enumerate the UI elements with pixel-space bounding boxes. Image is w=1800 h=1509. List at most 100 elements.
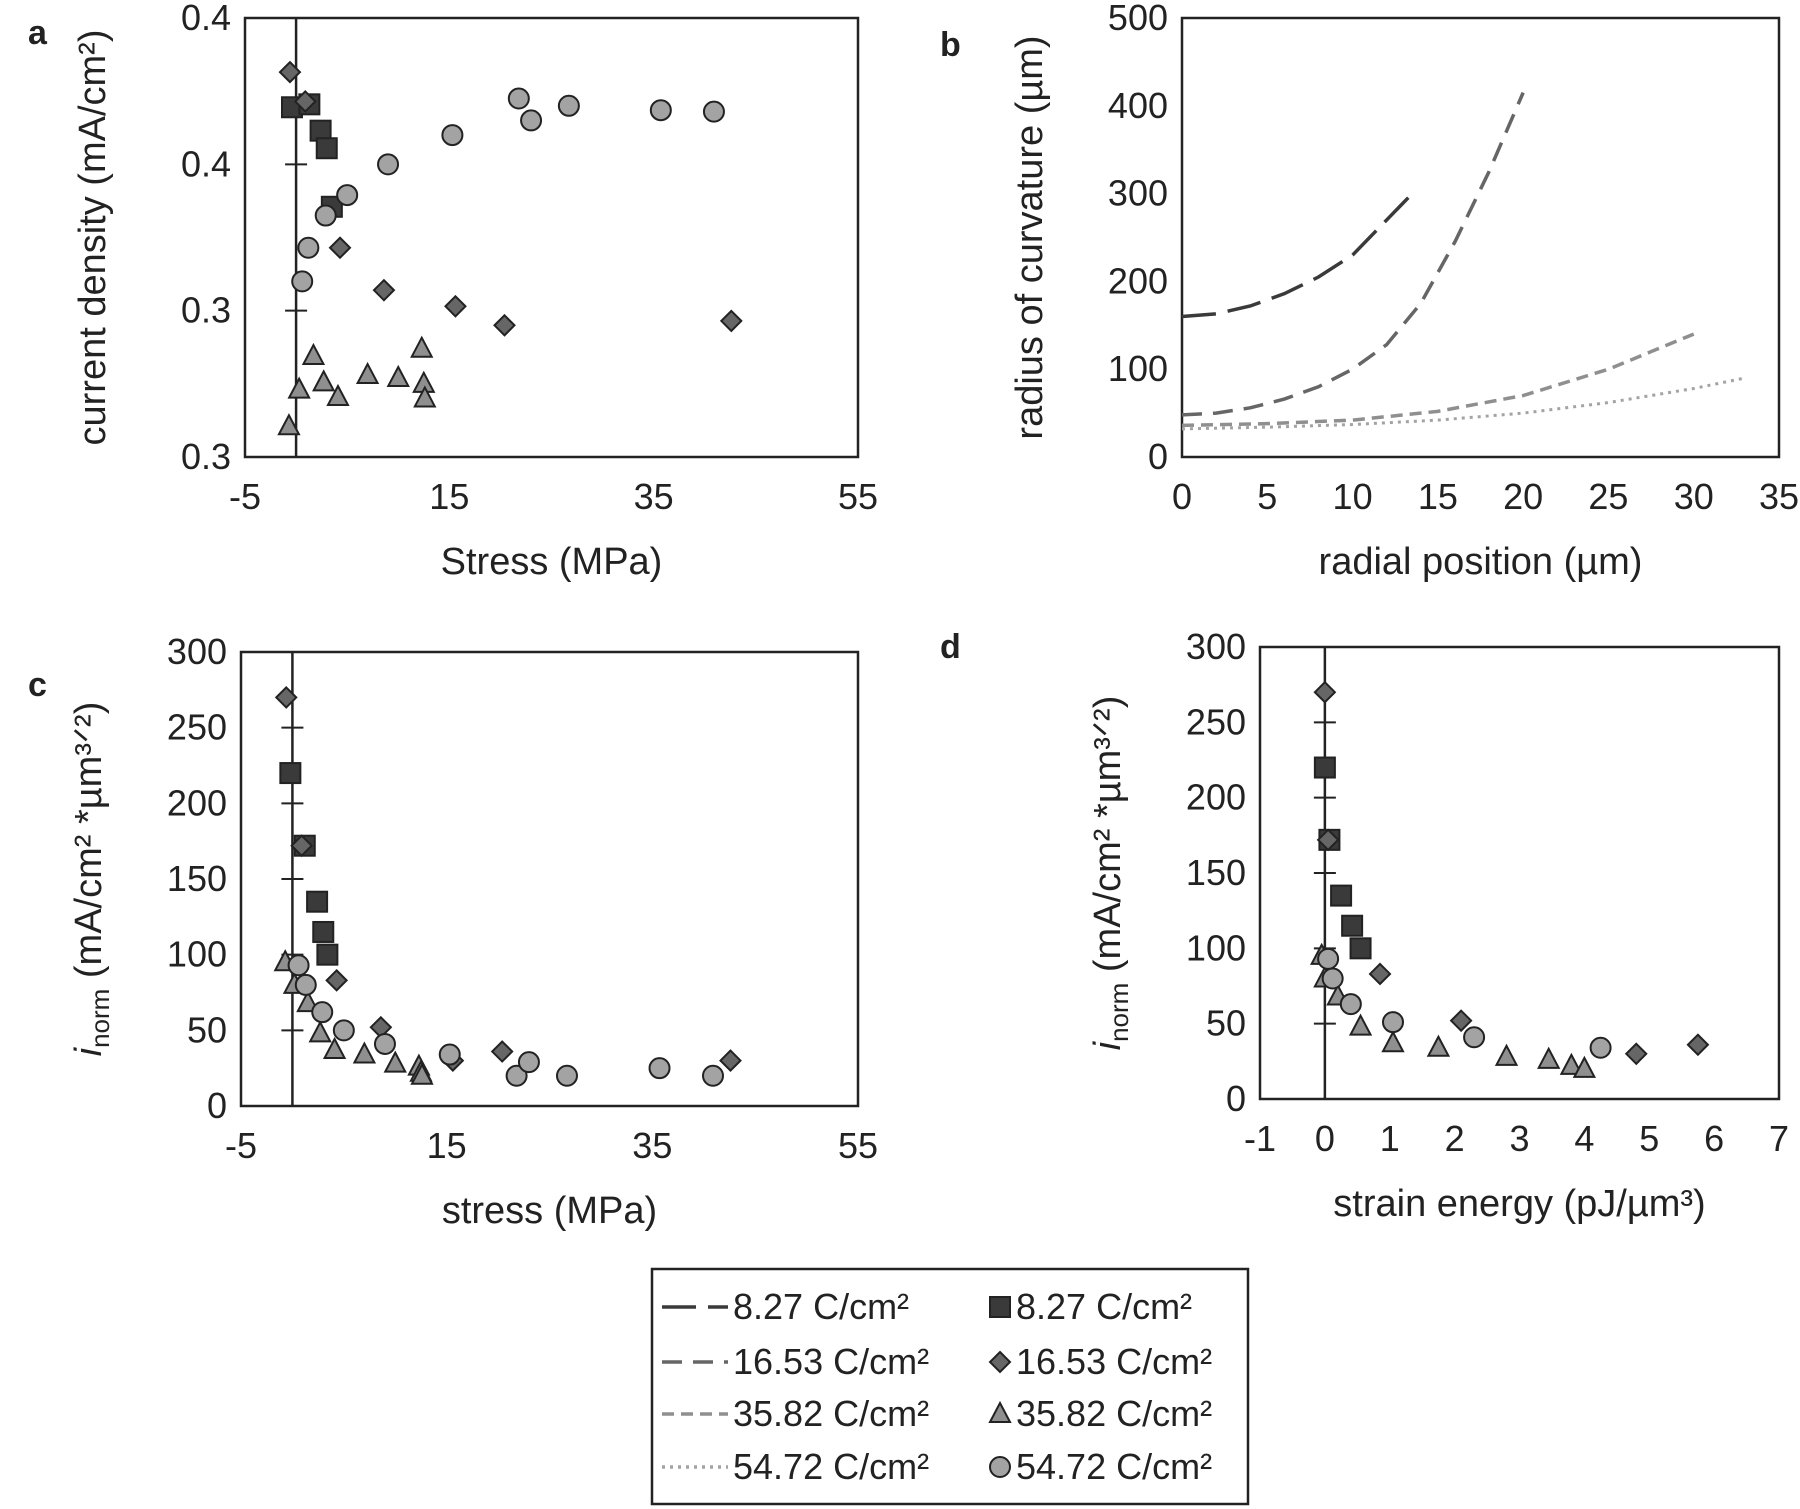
y-tick-label: 50 (187, 1009, 227, 1050)
data-point (1624, 1042, 1648, 1066)
data-point (649, 99, 672, 122)
data-point (290, 834, 314, 858)
x-tick-label: 55 (838, 476, 878, 517)
y-tick-label: 200 (1108, 260, 1168, 301)
y-tick-label: 200 (1186, 777, 1246, 818)
y-axis-label-units: (mA/cm² *µm³ᐟ²) (1087, 696, 1129, 983)
x-tick-label: 15 (429, 476, 469, 517)
x-axis-label: radial position (µm) (1319, 541, 1643, 583)
data-point (377, 153, 400, 176)
data-point (325, 968, 349, 992)
x-tick-label: 30 (1674, 476, 1714, 517)
panel-b: b 0 100 200 300 400 500 0 5 10 15 20 25 30 35 radial po… (940, 0, 1799, 583)
data-point (352, 1041, 377, 1064)
data-point (316, 943, 339, 966)
x-tick-label: 0 (1315, 1118, 1335, 1159)
y-tick-label: 150 (167, 858, 227, 899)
y-tick-label: 0.4 (181, 0, 231, 38)
y-tick-label: 0.4 (181, 143, 231, 184)
y-axis-label-sub: norm (1104, 983, 1134, 1042)
x-tick-label: 0 (1172, 476, 1192, 517)
series-line (1181, 192, 1414, 319)
data-point (1559, 1052, 1584, 1075)
data-point (383, 1050, 407, 1073)
y-tick-label: 100 (1108, 348, 1168, 389)
data-point (1341, 914, 1364, 937)
x-tick-label: 3 (1509, 1118, 1529, 1159)
x-axis-label: stress (MPa) (442, 1190, 657, 1232)
y-tick-label: 0.3 (181, 436, 231, 477)
x-tick-label: -5 (229, 476, 261, 517)
data-point (702, 100, 725, 123)
data-point (355, 361, 380, 385)
data-point (279, 762, 302, 785)
data-point (555, 1064, 578, 1087)
x-axis-label: Stress (MPa) (441, 541, 663, 583)
y-tick-label: 0 (1226, 1078, 1246, 1119)
data-point (1537, 1046, 1561, 1069)
data-point (719, 1049, 742, 1073)
legend-marker-label: 54.72 C/cm² (1016, 1446, 1212, 1487)
data-point (308, 1020, 332, 1043)
x-tick-label: 15 (1418, 476, 1458, 517)
data-point (1321, 967, 1344, 990)
y-tick-label: 0 (1148, 436, 1168, 477)
legend-line-label: 35.82 C/cm² (733, 1393, 929, 1434)
data-point (291, 270, 314, 293)
x-tick-label: 6 (1704, 1118, 1724, 1159)
panel-c: c 0 50 100 150 200 250 300 -5 15 35 55 stress (MPa) i… (28, 631, 878, 1232)
y-axis-label: inorm (mA/cm² *µm³ᐟ²) (68, 702, 115, 1057)
legend-line-label: 8.27 C/cm² (733, 1286, 909, 1327)
data-point (301, 342, 326, 366)
data-point (322, 1036, 347, 1060)
data-point (336, 184, 359, 207)
y-tick-label: 150 (1186, 852, 1246, 893)
y-axis-label: inorm (mA/cm² *µm³ᐟ²) (1087, 696, 1134, 1051)
data-point (520, 109, 543, 132)
data-point (1348, 1013, 1373, 1036)
y-tick-label: 50 (1206, 1003, 1246, 1044)
data-point (702, 1064, 725, 1087)
plot-frame (1258, 645, 1781, 1101)
data-point (1589, 1036, 1612, 1059)
data-point (648, 1057, 671, 1080)
panel-label: a (28, 14, 48, 52)
y-tick-label: 0 (207, 1085, 227, 1126)
data-point (1572, 1055, 1597, 1078)
y-tick-label: 100 (1186, 927, 1246, 968)
data-point (1381, 1030, 1405, 1053)
x-tick-label: 35 (632, 1125, 672, 1166)
data-point (328, 236, 352, 260)
data-point (306, 890, 329, 913)
data-point (444, 294, 467, 318)
data-point (719, 309, 743, 333)
plot-frame (239, 650, 860, 1108)
data-point (1368, 962, 1392, 986)
data-point (296, 989, 320, 1013)
data-point (438, 1043, 461, 1066)
x-axis-label: strain energy (pJ/µm³) (1333, 1183, 1705, 1225)
plot-frame (243, 16, 860, 459)
y-axis-label: radius of curvature (µm) (1009, 35, 1051, 439)
x-tick-label: 25 (1588, 476, 1628, 517)
panel-label: c (28, 666, 47, 704)
y-tick-label: 200 (167, 782, 227, 823)
x-tick-label: 10 (1333, 476, 1373, 517)
data-point (490, 1040, 514, 1063)
x-tick-label: -5 (225, 1125, 257, 1166)
plot-frame (1180, 16, 1781, 459)
y-tick-label: 100 (167, 934, 227, 975)
legend-marker-label: 8.27 C/cm² (1016, 1286, 1192, 1327)
x-tick-label: 4 (1574, 1118, 1594, 1159)
data-point (326, 383, 350, 407)
data-point (1426, 1034, 1451, 1057)
x-tick-label: 5 (1257, 476, 1277, 517)
data-point (1494, 1043, 1519, 1066)
data-point (413, 385, 437, 408)
x-tick-label: 35 (1759, 476, 1799, 517)
data-point (557, 94, 580, 117)
legend-line-label: 54.72 C/cm² (733, 1446, 929, 1487)
data-point (314, 204, 337, 227)
y-tick-label: 250 (167, 707, 227, 748)
